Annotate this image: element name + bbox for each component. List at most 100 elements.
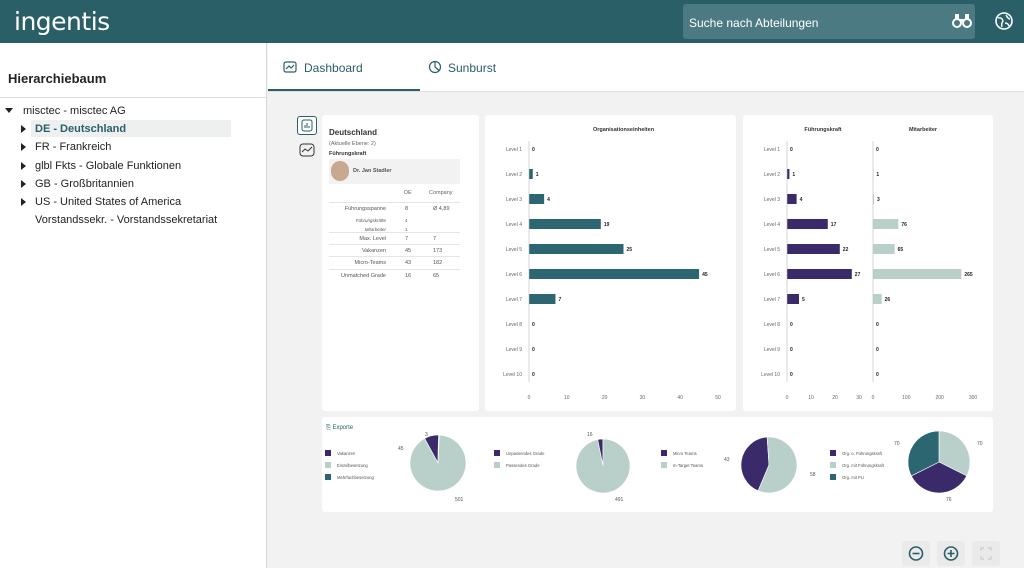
bar-chart-icon <box>301 119 313 132</box>
stats-header: DE Company <box>329 187 460 199</box>
bar <box>873 194 874 204</box>
category-label: Level 10 <box>503 372 522 378</box>
pie-value-label: 70 <box>977 441 983 447</box>
stats-company-value: 182 <box>433 260 443 266</box>
stats-company-value: Ø 4,89 <box>433 206 450 212</box>
pie-slice <box>938 430 971 477</box>
stats-de-value: 1 <box>405 227 408 232</box>
stats-row: Mitarbeiter 1 <box>329 223 460 232</box>
x-tick-label: 30 <box>856 395 862 401</box>
stats-de-value: 4 <box>405 218 408 223</box>
search-input[interactable]: Suche nach Abteilungen <box>683 4 975 39</box>
zoom-out-button[interactable] <box>902 541 930 566</box>
bar-value-label: 19 <box>604 222 610 228</box>
bar <box>529 244 624 254</box>
legend-label: Org. mit PU <box>842 475 864 480</box>
stats-row: Führungskräfte 4 <box>329 214 460 223</box>
app-header: ingentis Suche nach Abteilungen <box>0 0 1024 43</box>
pie-card: ⎘ Exporte Vakanzen Einzelbesetzung Mehrfac… <box>322 417 993 512</box>
caret-right-icon[interactable] <box>21 198 26 206</box>
pie-charts: Vakanzen Einzelbesetzung Mehrfachbesetzung… <box>325 430 983 503</box>
col-company: Company <box>429 190 453 196</box>
tree-item-fr[interactable]: FR - Frankreich <box>21 139 111 155</box>
x-tick-label: 300 <box>969 395 978 401</box>
pie-value-label: 58 <box>810 472 816 478</box>
info-card: Deutschland (Aktuelle Ebene: 2) Führungs… <box>322 115 479 411</box>
col-de: DE <box>404 190 412 196</box>
avatar <box>331 161 349 181</box>
bar-value-label: 1 <box>792 172 795 178</box>
tab-dashboard[interactable]: Dashboard <box>268 43 420 92</box>
bar <box>873 219 899 229</box>
legend-label: Org. o. Führungskraft <box>842 451 883 456</box>
pie-slice <box>910 461 968 494</box>
tree-item-misctec[interactable]: misctec - misctec AG <box>5 103 126 119</box>
legend-label: In-Target Teams <box>673 463 703 468</box>
bar <box>787 194 797 204</box>
ingentis-logo[interactable]: ingentis <box>14 7 110 36</box>
tab-sunburst[interactable]: Sunburst <box>420 43 570 92</box>
category-label: Level 4 <box>764 222 780 228</box>
exports-link[interactable]: ⎘ Exporte <box>326 425 354 431</box>
tree-item-vorstand[interactable]: Vorstandssekr. - Vorstandssekretariat <box>35 214 218 226</box>
chart-title: Mitarbeiter <box>909 127 938 133</box>
caret-right-icon[interactable] <box>21 162 26 170</box>
person-row[interactable]: Dr. Jan Stadler <box>329 159 460 184</box>
chart-title: Führungskraft <box>804 127 841 133</box>
category-label: Level 6 <box>764 272 780 278</box>
caret-down-icon[interactable] <box>5 108 13 113</box>
binoculars-icon[interactable] <box>952 12 972 30</box>
bar-view-button[interactable] <box>297 116 317 135</box>
x-tick-label: 30 <box>640 395 646 401</box>
stats-de-value: 7 <box>405 236 409 242</box>
legend-swatch <box>325 462 331 468</box>
tree-item-glbl[interactable]: glbl Fkts - Globale Funktionen <box>21 158 181 174</box>
globe-icon[interactable] <box>994 11 1014 31</box>
line-view-button[interactable] <box>299 142 315 158</box>
legend-swatch <box>830 450 836 456</box>
legend-label: Unpassendes Grade <box>506 451 545 456</box>
caret-right-icon[interactable] <box>21 180 26 188</box>
x-tick-label: 20 <box>832 395 838 401</box>
tree-item-us[interactable]: US - United States of America <box>21 194 181 210</box>
tree-item-gb[interactable]: GB - Großbritannien <box>21 176 134 192</box>
legend-label: Vakanzen <box>337 451 356 456</box>
x-tick-label: 40 <box>677 395 683 401</box>
bar-value-label: 3 <box>877 197 880 203</box>
bar <box>529 269 700 279</box>
stats-label: Führungskräfte <box>355 218 386 223</box>
legend-swatch <box>325 450 331 456</box>
stats-label: Vakanzen <box>361 248 386 254</box>
legend-swatch <box>830 462 836 468</box>
bar <box>787 269 852 279</box>
bar-value-label: 0 <box>790 372 793 378</box>
bar-value-label: 0 <box>790 347 793 353</box>
tab-bar: Dashboard Sunburst <box>268 43 1024 92</box>
bar <box>787 169 790 179</box>
stats-label: Micro-Teams <box>354 260 386 266</box>
stats-label: Mitarbeiter <box>364 227 386 232</box>
legend-swatch <box>830 474 836 480</box>
category-label: Level 1 <box>506 147 522 153</box>
pie-value-label: 45 <box>398 446 404 452</box>
fullscreen-button[interactable] <box>972 541 1000 566</box>
bar-value-label: 1 <box>876 172 879 178</box>
legend-swatch <box>661 450 667 456</box>
caret-right-icon[interactable] <box>21 143 26 151</box>
category-label: Level 3 <box>764 197 780 203</box>
x-tick-label: 50 <box>715 395 721 401</box>
bar-value-label: 0 <box>876 322 879 328</box>
caret-right-icon[interactable] <box>21 125 26 133</box>
tree-item-de[interactable]: DE - Deutschland <box>21 121 126 137</box>
zoom-in-button[interactable] <box>937 541 965 566</box>
stats-de-value: 43 <box>405 260 412 266</box>
stats-de-value: 16 <box>405 273 412 279</box>
bar-value-label: 4 <box>547 197 550 203</box>
legend-swatch <box>325 474 331 480</box>
leaders-card: Führungskraft Level 1 0 Level 2 1 Level 3 4 Lev… <box>743 115 993 411</box>
stats-row: Führungsspanne 8 Ø 4,89 <box>329 202 460 214</box>
x-tick-label: 10 <box>564 395 570 401</box>
category-label: Level 8 <box>506 322 522 328</box>
bar-value-label: 0 <box>790 147 793 153</box>
category-label: Level 5 <box>506 247 522 253</box>
